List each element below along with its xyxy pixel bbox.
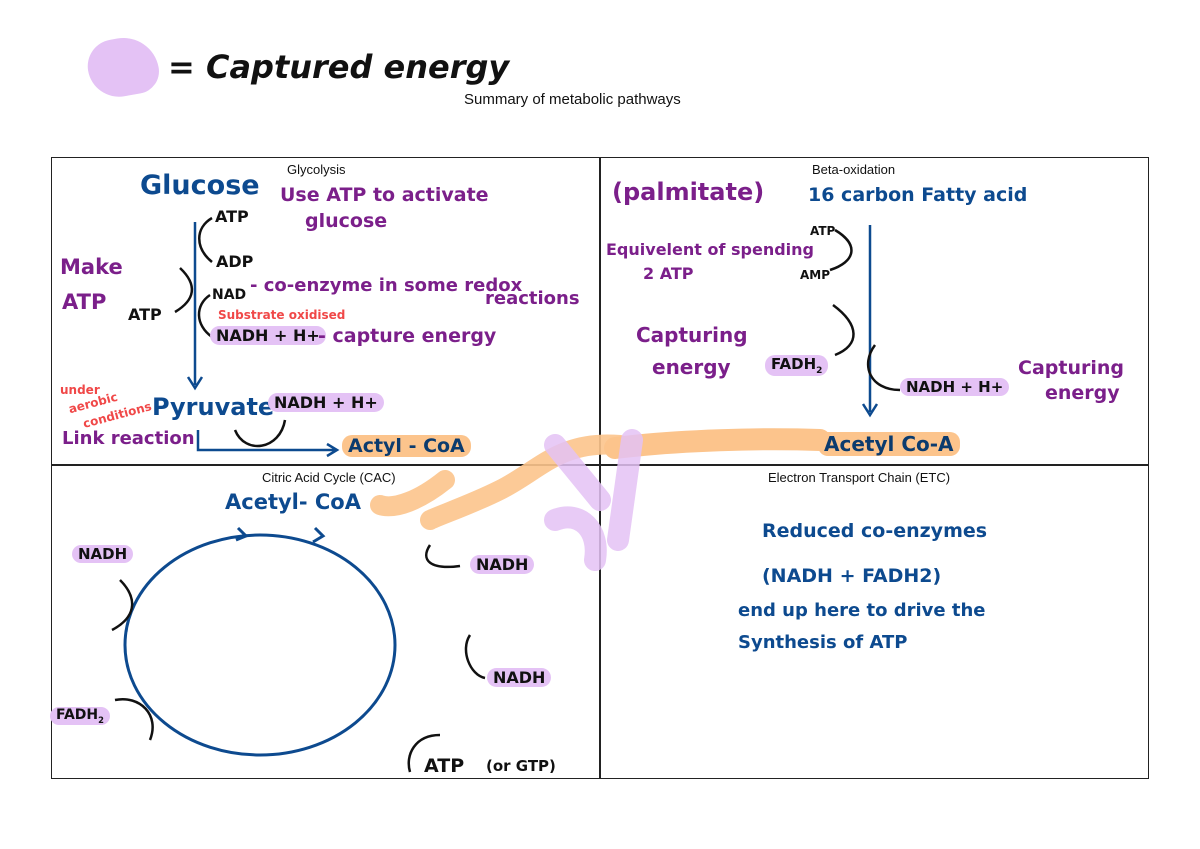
glycolysis-arrow — [186, 222, 204, 391]
panel-etc — [599, 464, 1149, 779]
purple-stroke-1 — [544, 434, 611, 511]
equivalent-note: Equivelent of spending — [606, 240, 815, 259]
curve-atp-cac — [407, 733, 441, 773]
curve-atp-amp — [829, 228, 853, 272]
atp-cac: ATP — [424, 755, 465, 777]
link-reaction-label: Link reaction — [62, 428, 195, 449]
orange-connector — [420, 434, 630, 530]
curve-nadh-left — [111, 579, 134, 632]
etc-line-3: end up here to drive the — [738, 600, 986, 621]
energy-right: energy — [1045, 382, 1120, 404]
substrate-oxidised: Substrate oxidised — [218, 308, 346, 322]
adp: ADP — [216, 252, 254, 271]
curve-nadh-right — [425, 544, 461, 569]
atp-out: ATP — [128, 305, 162, 324]
make-atp-label: ATP — [62, 290, 107, 314]
nadh-glycolysis: NADH + H+ — [210, 326, 326, 345]
curve-nadh-lower — [464, 634, 486, 680]
pyruvate-label: Pyruvate — [152, 393, 275, 421]
capturing-left: Capturing — [636, 323, 748, 347]
beta-arrow — [861, 225, 879, 418]
nad: NAD — [212, 287, 247, 303]
fadh-cac-text: FADH — [56, 707, 99, 723]
fatty-acid-label: 16 carbon Fatty acid — [808, 184, 1028, 206]
link-arrow — [196, 430, 340, 458]
curve-fadh — [832, 303, 855, 357]
coenzyme-note: - co-enzyme in some redox — [250, 275, 523, 296]
caption-etc: Electron Transport Chain (ETC) — [768, 470, 951, 485]
gtp-note: (or GTP) — [486, 757, 556, 775]
fadh2-cac: FADH2 — [50, 707, 110, 725]
use-atp-label-2: glucose — [305, 210, 388, 232]
curve-nad-nadh — [197, 293, 213, 339]
orange-connector-2 — [370, 470, 455, 517]
amp-beta: AMP — [800, 268, 831, 282]
caption-beta-oxidation: Beta-oxidation — [812, 162, 896, 177]
purple-stroke-3 — [607, 429, 643, 551]
etc-line-4: Synthesis of ATP — [738, 632, 908, 653]
nadh-beta: NADH + H+ — [900, 378, 1010, 396]
caption-cac: Citric Acid Cycle (CAC) — [262, 470, 396, 485]
make-label: Make — [60, 255, 123, 279]
caption-glycolysis: Glycolysis — [287, 162, 346, 177]
curve-fadh-cac — [114, 697, 154, 741]
capture-energy-note: - capture energy — [318, 325, 497, 347]
acetyl-coa-beta: Acetyl Co-A — [818, 432, 960, 456]
curve-atp-adp — [198, 216, 213, 263]
acetyl-coa-glycolysis: Actyl - CoA — [342, 435, 471, 457]
orange-beta-bar — [604, 428, 831, 459]
legend-label: = Captured energy — [168, 48, 510, 86]
under-label: under — [60, 383, 100, 397]
purple-stroke-2 — [544, 506, 607, 571]
coenzyme-note-2: reactions — [485, 288, 580, 309]
acetyl-coa-cac: Acetyl- CoA — [225, 490, 361, 514]
panel-cac — [51, 464, 601, 779]
panel-beta-oxidation — [599, 157, 1149, 466]
etc-line-1: Reduced co-enzymes — [762, 520, 988, 542]
atp-in: ATP — [215, 207, 249, 226]
atp-beta: ATP — [810, 224, 836, 238]
equivalent-note-2: 2 ATP — [643, 264, 694, 283]
capturing-right: Capturing — [1018, 357, 1124, 379]
panel-glycolysis — [51, 157, 601, 466]
page-title: Summary of metabolic pathways — [464, 91, 681, 108]
use-atp-label: Use ATP to activate — [280, 184, 489, 206]
glucose-label: Glucose — [140, 170, 260, 201]
fadh2-beta: FADH2 — [765, 355, 829, 376]
curve-nadh-beta — [866, 344, 901, 392]
nadh-cac-lower: NADH — [487, 668, 552, 687]
curve-make-atp — [174, 267, 193, 314]
fadh-text: FADH — [771, 355, 817, 373]
etc-line-2: (NADH + FADH2) — [762, 565, 942, 587]
energy-left: energy — [652, 355, 731, 379]
nadh-cac-right: NADH — [470, 555, 535, 574]
cac-cycle — [123, 533, 397, 757]
curve-link-nadh — [233, 419, 287, 448]
nadh-link: NADH + H+ — [268, 393, 384, 412]
nadh-cac-left: NADH — [72, 545, 134, 563]
palmitate-label: (palmitate) — [612, 178, 765, 206]
